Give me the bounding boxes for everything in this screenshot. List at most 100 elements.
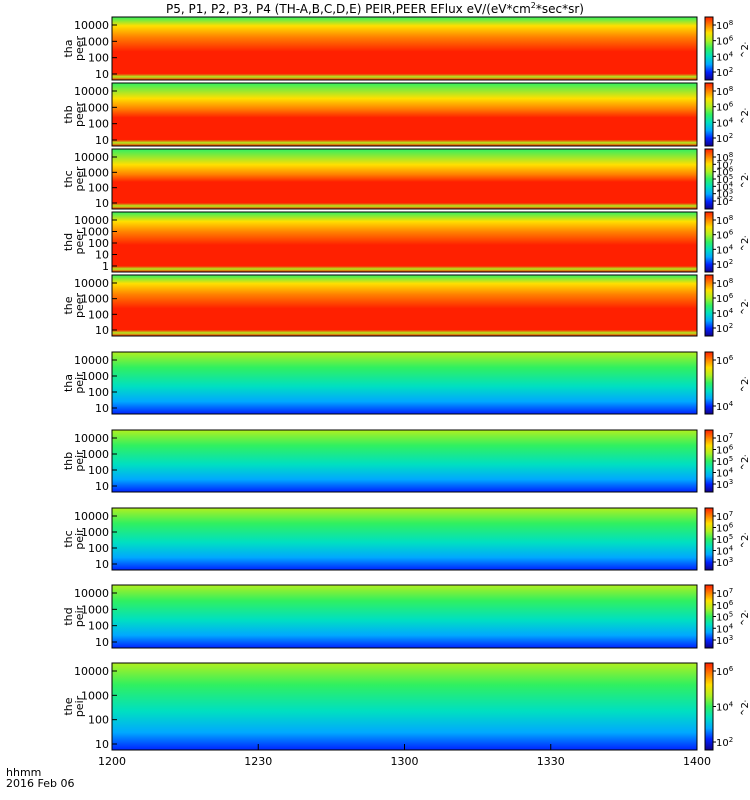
colorbar-unit-label: [eV/(cm^2-s-sr-eV)] bbox=[740, 256, 750, 356]
colorbar-tick-label: 107 bbox=[716, 510, 733, 523]
y-tick-label: 100 bbox=[88, 52, 109, 65]
y-tick-label: 100 bbox=[88, 237, 109, 250]
colorbar-tick-label: 104 bbox=[716, 545, 734, 558]
y-tick-label: 1000 bbox=[81, 226, 109, 239]
chart-title: P5, P1, P2, P3, P4 (TH-A,B,C,D,E) PEIR,P… bbox=[0, 1, 750, 16]
panel-label: peir bbox=[73, 695, 86, 717]
colorbar-tick-label: 103 bbox=[716, 478, 733, 491]
panel-label: thc bbox=[62, 530, 75, 547]
panel-frame bbox=[111, 584, 698, 649]
y-tick-label: 100 bbox=[88, 620, 109, 633]
colorbar-unit-label: [eV/(cm^2-s-sr-eV)] bbox=[740, 657, 750, 757]
x-tick-label: 1200 bbox=[98, 755, 126, 768]
colorbar-tick-label: 106 bbox=[716, 101, 734, 114]
y-tick-label: 10000 bbox=[74, 354, 109, 367]
colorbar-tick-label: 108 bbox=[716, 277, 733, 290]
colorbar-tick-label: 105 bbox=[716, 455, 733, 468]
y-tick-label: 100 bbox=[88, 118, 109, 131]
y-tick-label: 10 bbox=[95, 134, 109, 147]
y-tick-label: 1000 bbox=[81, 166, 109, 179]
y-tick-label: 10000 bbox=[74, 19, 109, 32]
panel-frame bbox=[111, 82, 698, 147]
y-tick-label: 10 bbox=[95, 636, 109, 649]
colorbar-thb-peer bbox=[704, 82, 714, 147]
colorbar-tick-label: 103 bbox=[716, 556, 733, 569]
colorbar-tick-label: 106 bbox=[716, 444, 734, 457]
y-tick-label: 100 bbox=[88, 182, 109, 195]
colorbar-tick-label: 106 bbox=[716, 229, 734, 242]
colorbar-tick-label: 102 bbox=[716, 736, 733, 749]
panel-frame bbox=[111, 274, 698, 337]
colorbar-tick-label: 106 bbox=[716, 522, 734, 535]
y-tick-label: 1000 bbox=[81, 35, 109, 48]
spectrogram-thc-peer bbox=[112, 149, 697, 209]
x-tick-label: 1300 bbox=[391, 755, 419, 768]
panel-label: peer bbox=[73, 36, 86, 62]
panel-label: peir bbox=[73, 528, 86, 550]
x-axis-time-label: hhmm bbox=[6, 766, 42, 779]
spectrogram-thc-peir bbox=[112, 508, 697, 570]
colorbar-thc-peir bbox=[704, 507, 714, 571]
panel-label: peer bbox=[73, 229, 86, 255]
colorbar-tick-label: 107 bbox=[716, 432, 733, 445]
y-tick-label: 10 bbox=[95, 68, 109, 81]
panel-label: the bbox=[62, 296, 75, 314]
y-tick-label: 100 bbox=[88, 386, 109, 399]
y-tick-label: 10 bbox=[95, 738, 109, 751]
colorbar-tick-label: 106 bbox=[716, 354, 734, 367]
colorbar-tick-label: 102 bbox=[716, 132, 733, 145]
colorbar-the-peer bbox=[704, 274, 714, 337]
spectrogram-the-peir bbox=[112, 663, 697, 750]
colorbar-tick-label: 106 bbox=[716, 166, 734, 179]
panel-label: peer bbox=[73, 293, 86, 319]
colorbar-tick-label: 106 bbox=[716, 599, 734, 612]
spectrogram-thd-peir bbox=[112, 585, 697, 648]
y-tick-label: 100 bbox=[88, 714, 109, 727]
panel-label: tha bbox=[62, 374, 75, 392]
colorbar-tick-label: 108 bbox=[716, 19, 733, 32]
colorbar-tick-label: 105 bbox=[716, 533, 733, 546]
panel-frame bbox=[111, 16, 698, 81]
panel-frame bbox=[111, 211, 698, 273]
y-tick-label: 10 bbox=[95, 249, 109, 262]
colorbar-tick-label: 108 bbox=[716, 214, 733, 227]
colorbar-unit-label: [eV/(cm^2-s-sr-eV)] bbox=[740, 65, 750, 165]
y-tick-label: 1000 bbox=[81, 293, 109, 306]
spectrogram-tha-peir bbox=[112, 352, 697, 414]
colorbar-tick-label: 105 bbox=[716, 611, 733, 624]
spectrogram-thd-peer bbox=[112, 212, 697, 272]
colorbar-unit-label: [eV/(cm^2-s-sr-eV)] bbox=[740, 0, 750, 98]
y-tick-label: 10 bbox=[95, 480, 109, 493]
y-tick-label: 10000 bbox=[74, 665, 109, 678]
panel-label: thb bbox=[62, 452, 75, 470]
y-tick-label: 10000 bbox=[74, 151, 109, 164]
colorbar-tha-peir bbox=[704, 351, 714, 415]
spectrogram-tha-peer bbox=[112, 17, 697, 80]
y-tick-label: 1000 bbox=[81, 101, 109, 114]
colorbar-unit-label: [eV/(cm^2-s-sr-eV)] bbox=[740, 489, 750, 589]
panel-frame bbox=[111, 351, 698, 415]
colorbar-unit-label: [eV/(cm^2-s-sr-eV)] bbox=[740, 129, 750, 229]
y-tick-label: 1000 bbox=[81, 689, 109, 702]
chart-title-text: P5, P1, P2, P3, P4 (TH-A,B,C,D,E) PEIR,P… bbox=[166, 2, 531, 16]
colorbar-tick-label: 104 bbox=[716, 243, 734, 256]
y-tick-label: 10000 bbox=[74, 85, 109, 98]
colorbar-tick-label: 106 bbox=[716, 292, 734, 305]
colorbar-unit-label: [eV/(cm^2-s-sr-eV)] bbox=[740, 192, 750, 292]
y-tick-label: 1000 bbox=[81, 526, 109, 539]
panel-label: thb bbox=[62, 105, 75, 123]
y-tick-label: 10000 bbox=[74, 587, 109, 600]
panel-label: the bbox=[62, 697, 75, 715]
y-tick-label: 1000 bbox=[81, 448, 109, 461]
x-tick-label: 1230 bbox=[244, 755, 272, 768]
panel-label: thd bbox=[62, 607, 75, 625]
panel-label: peir bbox=[73, 605, 86, 627]
